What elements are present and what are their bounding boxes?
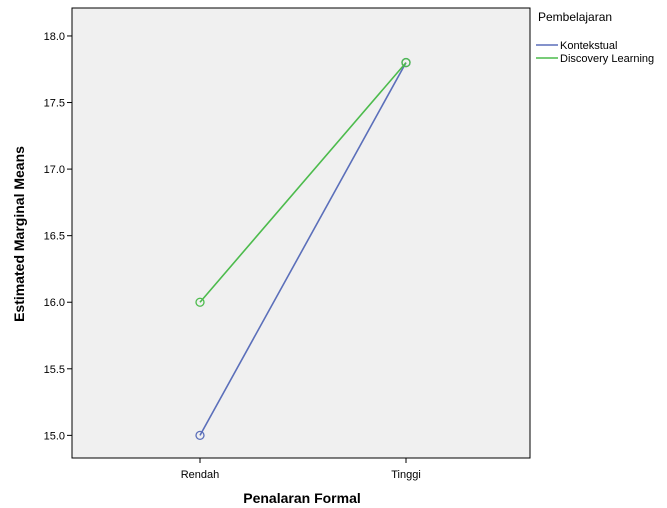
y-tick-label: 18.0 [44,31,65,43]
data-point [401,57,411,68]
legend-label: Kontekstual [560,40,617,52]
series-layer [195,57,411,441]
y-axis: 15.0 15.5 16.0 16.5 17.0 17.5 18.0 [44,31,72,442]
y-tick-label: 15.0 [44,430,65,442]
legend-label: Discovery Learning [560,53,654,65]
y-tick-label: 17.5 [44,98,65,110]
x-axis: Rendah Tinggi [181,458,421,481]
series-line-1 [199,62,407,303]
y-tick-label: 16.5 [44,231,65,243]
y-tick-label: 17.0 [44,164,65,176]
series-line-0 [199,62,407,436]
y-tick-label: 16.0 [44,297,65,309]
x-axis-title: Penalaran Formal [243,490,361,506]
x-tick-label: Tinggi [391,469,421,481]
y-axis-title: Estimated Marginal Means [11,146,27,322]
data-point [195,297,205,307]
y-tick-label: 15.5 [44,364,65,376]
x-tick-label: Rendah [181,469,220,481]
plot-area [71,7,531,459]
data-point [195,430,205,441]
legend-title: Pembelajaran [538,10,612,24]
